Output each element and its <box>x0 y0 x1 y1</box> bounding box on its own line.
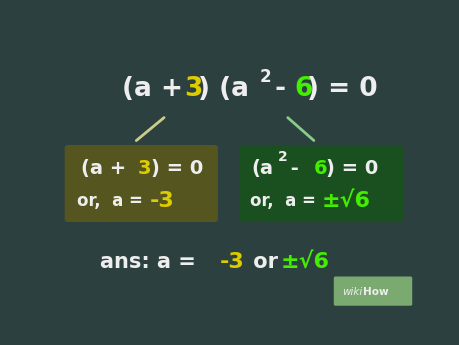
Text: 3: 3 <box>184 76 202 102</box>
Text: (a: (a <box>251 159 273 178</box>
Text: How: How <box>363 287 388 297</box>
Text: wiki: wiki <box>341 287 362 297</box>
Text: 2: 2 <box>259 68 271 86</box>
Text: 2: 2 <box>277 150 287 164</box>
Text: -: - <box>283 159 305 178</box>
FancyBboxPatch shape <box>239 145 403 222</box>
Text: or,  a =: or, a = <box>250 192 321 210</box>
Text: -3: -3 <box>149 191 174 211</box>
Text: or: or <box>246 252 285 272</box>
Text: ) (a: ) (a <box>198 76 249 102</box>
FancyBboxPatch shape <box>333 276 411 306</box>
Text: -: - <box>265 76 295 102</box>
Text: ) = 0: ) = 0 <box>307 76 377 102</box>
Text: -3: -3 <box>219 252 244 272</box>
Text: ans: a =: ans: a = <box>100 252 203 272</box>
Text: 6: 6 <box>294 76 312 102</box>
Text: ±√6: ±√6 <box>320 191 369 211</box>
Text: (a +: (a + <box>80 159 132 178</box>
Text: ±√6: ±√6 <box>280 252 329 272</box>
Text: 3: 3 <box>137 159 151 178</box>
Text: or,  a =: or, a = <box>77 192 148 210</box>
Text: ) = 0: ) = 0 <box>325 159 377 178</box>
Text: 6: 6 <box>313 159 326 178</box>
FancyBboxPatch shape <box>64 145 218 222</box>
Text: (a +: (a + <box>121 76 191 102</box>
Text: ) = 0: ) = 0 <box>151 159 203 178</box>
